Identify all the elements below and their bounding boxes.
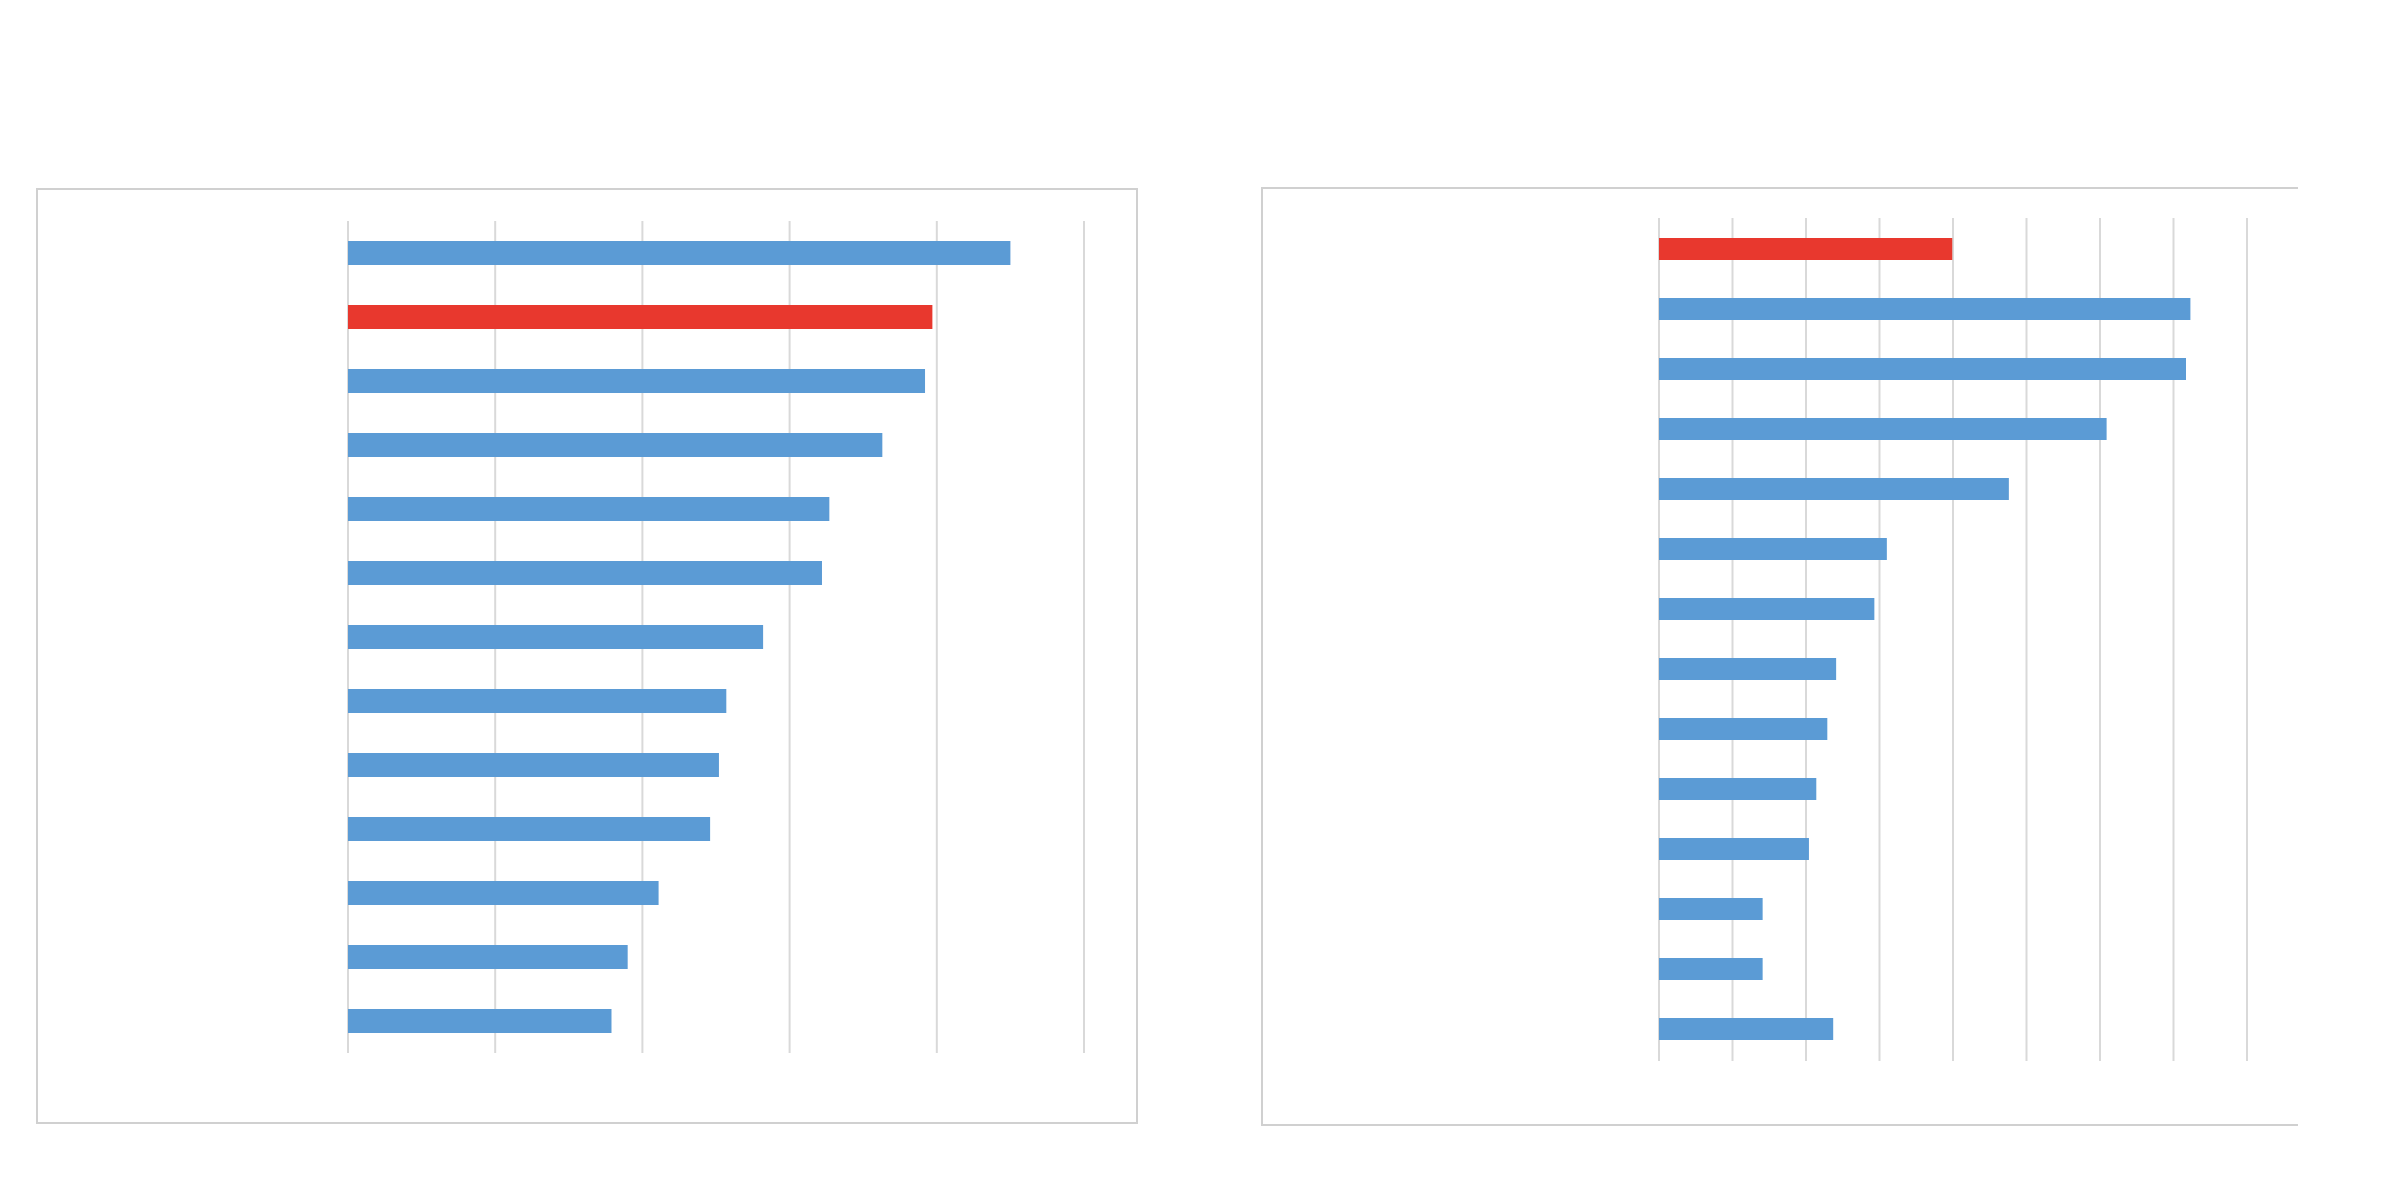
bar bbox=[1659, 898, 1763, 920]
bar bbox=[348, 241, 1011, 265]
bar bbox=[1659, 1018, 1834, 1040]
bar bbox=[1659, 958, 1763, 980]
bar bbox=[348, 561, 822, 585]
bar bbox=[1659, 838, 1809, 860]
bar bbox=[348, 945, 628, 969]
bar bbox=[348, 305, 933, 329]
bar bbox=[348, 1009, 612, 1033]
bar bbox=[1659, 478, 2009, 500]
bar bbox=[1659, 598, 1875, 620]
bar bbox=[348, 433, 883, 457]
bar bbox=[1659, 718, 1828, 740]
chart-frame bbox=[1261, 187, 2298, 1126]
bar bbox=[348, 753, 719, 777]
bar bbox=[348, 817, 711, 841]
bar bbox=[1659, 298, 2191, 320]
bar bbox=[1659, 358, 2186, 380]
bar bbox=[348, 497, 830, 521]
bar bbox=[348, 689, 727, 713]
bar bbox=[1659, 238, 1953, 260]
bar bbox=[348, 625, 764, 649]
bar bbox=[1659, 658, 1837, 680]
bar bbox=[1659, 538, 1887, 560]
chart-frame bbox=[36, 188, 1138, 1124]
bar bbox=[348, 369, 926, 393]
bar bbox=[1659, 778, 1817, 800]
bar bbox=[1659, 418, 2107, 440]
bar bbox=[348, 881, 659, 905]
